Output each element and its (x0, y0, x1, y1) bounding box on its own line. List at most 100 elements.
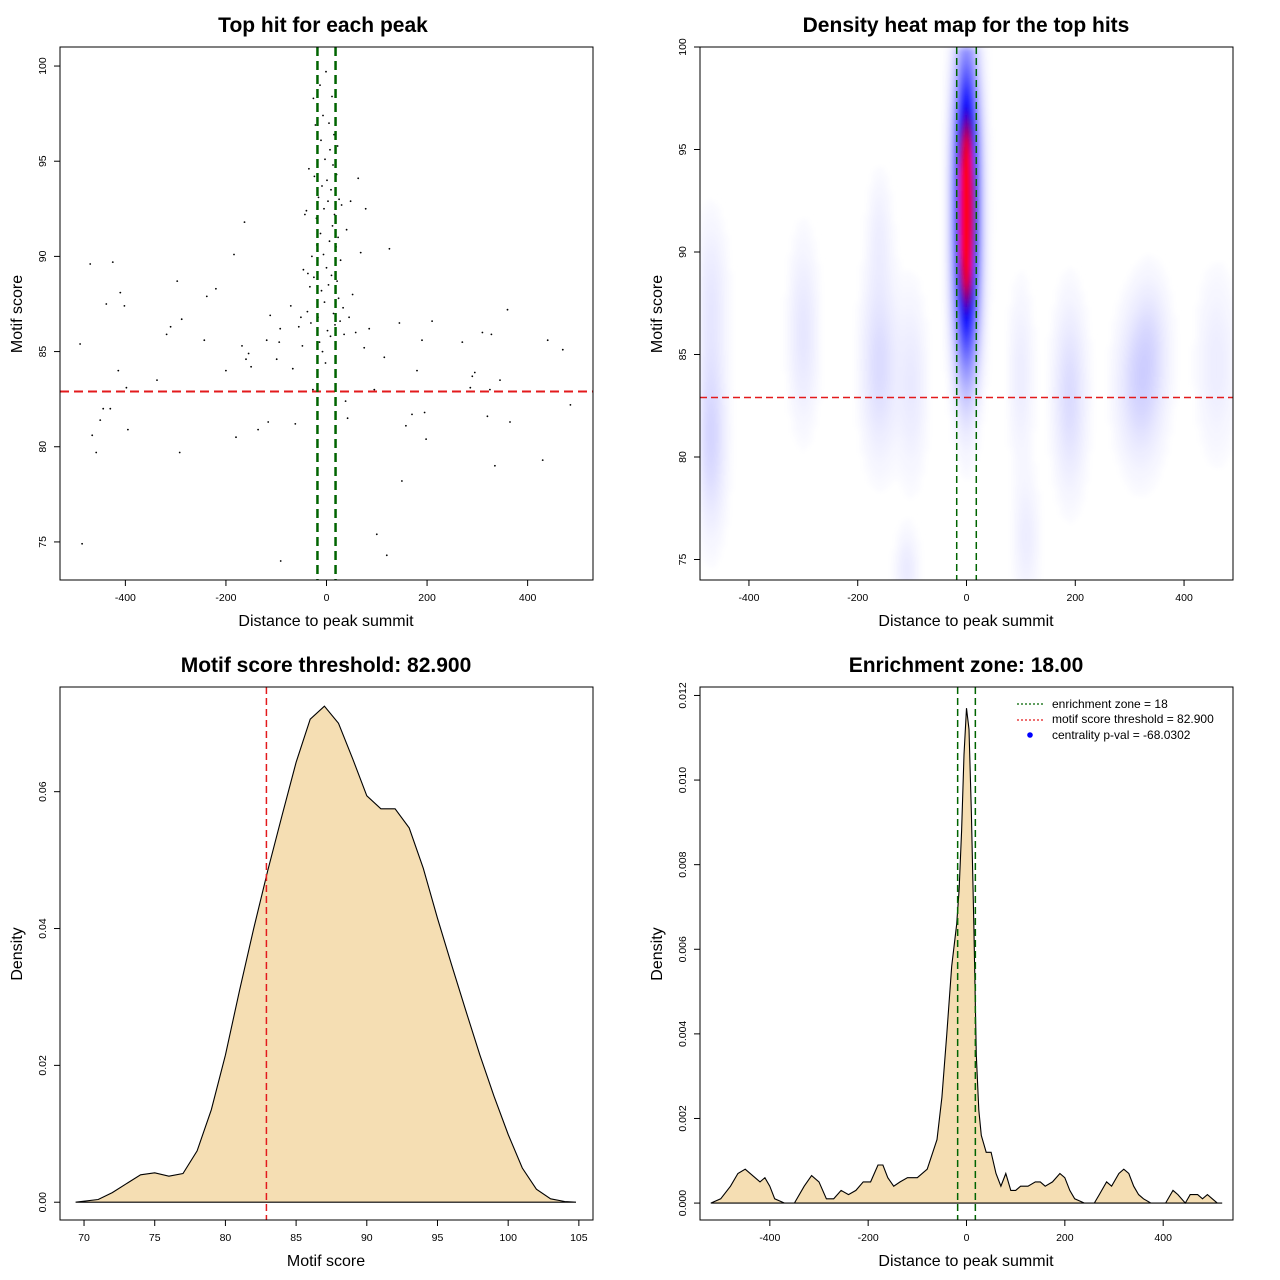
heatmap-cell (964, 87, 969, 92)
heatmap-cell (1160, 311, 1165, 316)
heatmap-cell (1088, 347, 1093, 352)
heatmap-cell (860, 387, 865, 392)
heatmap-cell (1076, 363, 1081, 368)
heatmap-cell (1064, 439, 1069, 444)
heatmap-cell (1056, 315, 1061, 320)
heatmap-cell (864, 259, 869, 264)
heatmap-cell (1212, 359, 1217, 364)
heatmap-cell (1216, 315, 1221, 320)
heatmap-cell (1200, 435, 1205, 440)
heatmap-cell (720, 255, 725, 260)
heatmap-cell (1144, 319, 1149, 324)
heatmap-cell (976, 303, 981, 308)
heatmap-cell (700, 451, 705, 456)
heatmap-cell (880, 383, 885, 388)
heatmap-cell (944, 171, 949, 176)
heatmap-cell (704, 447, 709, 452)
heatmap-cell (724, 447, 729, 452)
heatmap-cell (976, 175, 981, 180)
heatmap-cell (904, 383, 909, 388)
heatmap-cell (896, 423, 901, 428)
scatter-point (91, 434, 94, 437)
heatmap-cell (968, 407, 973, 412)
heatmap-cell (948, 171, 953, 176)
heatmap-cell (1024, 335, 1029, 340)
heatmap-cell (968, 175, 973, 180)
heatmap-cell (784, 327, 789, 332)
heatmap-cell (1128, 323, 1133, 328)
heatmap-cell (1020, 331, 1025, 336)
heatmap-cell (916, 379, 921, 384)
heatmap-cell (1080, 415, 1085, 420)
heatmap-cell (944, 127, 949, 132)
heatmap-cell (876, 319, 881, 324)
heatmap-cell (712, 379, 717, 384)
heatmap-cell (976, 359, 981, 364)
heatmap-cell (1124, 295, 1129, 300)
heatmap-cell (960, 387, 965, 392)
heatmap-cell (804, 243, 809, 248)
heatmap-cell (972, 155, 977, 160)
heatmap-cell (972, 275, 977, 280)
heatmap-cell (972, 95, 977, 100)
heatmap-cell (1224, 343, 1229, 348)
heatmap-cell (1008, 387, 1013, 392)
heatmap-cell (1212, 275, 1217, 280)
heatmap-cell (856, 407, 861, 412)
heatmap-cell (960, 219, 965, 224)
heatmap-cell (904, 283, 909, 288)
heatmap-cell (876, 331, 881, 336)
heatmap-cell (1128, 407, 1133, 412)
heatmap-cell (980, 163, 985, 168)
heatmap-cell (1064, 379, 1069, 384)
heatmap-cell (788, 363, 793, 368)
heatmap-cell (964, 307, 969, 312)
heatmap-cell (1200, 407, 1205, 412)
heatmap-cell (704, 351, 709, 356)
heatmap-cell (1228, 371, 1233, 376)
heatmap-cell (1224, 359, 1229, 364)
heatmap-cell (912, 343, 917, 348)
heatmap-cell (784, 303, 789, 308)
heatmap-cell (804, 339, 809, 344)
heatmap-cell (808, 363, 813, 368)
heatmap-cell (708, 231, 713, 236)
heatmap-cell (1160, 339, 1165, 344)
heatmap-cell (856, 339, 861, 344)
heatmap-cell (916, 287, 921, 292)
heatmap-cell (980, 203, 985, 208)
heatmap-cell (804, 267, 809, 272)
heatmap-cell (1068, 271, 1073, 276)
heatmap-cell (796, 407, 801, 412)
heatmap-cell (1160, 283, 1165, 288)
scatter-point (95, 451, 98, 454)
heatmap-cell (728, 331, 733, 336)
heatmap-cell (880, 343, 885, 348)
heatmap-cell (1164, 367, 1169, 372)
heatmap-cell (972, 87, 977, 92)
heatmap-cell (944, 119, 949, 124)
heatmap-cell (948, 287, 953, 292)
heatmap-cell (944, 271, 949, 276)
heatmap-cell (1152, 387, 1157, 392)
heatmap-cell (980, 271, 985, 276)
heatmap-cell (1196, 331, 1201, 336)
heatmap-cell (700, 403, 705, 408)
scatter-point (333, 213, 336, 216)
heatmap-cell (1156, 443, 1161, 448)
heatmap-cell (888, 227, 893, 232)
heatmap-cell (1144, 419, 1149, 424)
heatmap-cell (896, 439, 901, 444)
heatmap-cell (876, 391, 881, 396)
heatmap-cell (1128, 275, 1133, 280)
heatmap-cell (972, 251, 977, 256)
heatmap-cell (1148, 307, 1153, 312)
heatmap-cell (948, 99, 953, 104)
heatmap-cell (792, 399, 797, 404)
heatmap-cell (920, 319, 925, 324)
heatmap-cell (816, 371, 821, 376)
scatter-point (332, 164, 334, 166)
heatmap-cell (1072, 327, 1077, 332)
heatmap-cell (980, 295, 985, 300)
heatmap-cell (948, 87, 953, 92)
